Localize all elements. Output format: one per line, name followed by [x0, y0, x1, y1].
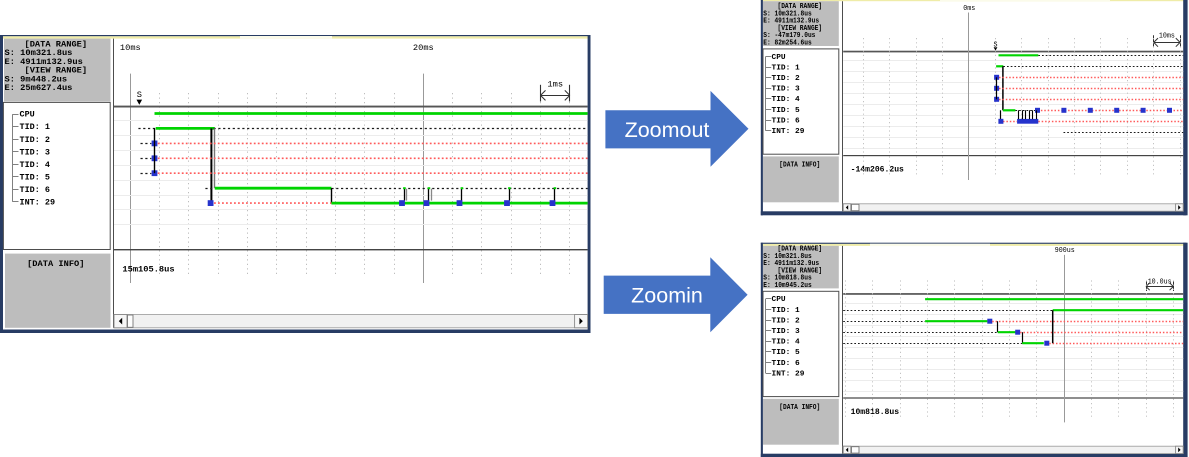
- svg-text:S: 10m818.8us: S: 10m818.8us: [763, 275, 811, 283]
- svg-text:S: -47m179.0us: S: -47m179.0us: [763, 32, 815, 40]
- svg-text:TID: 1: TID: 1: [772, 64, 801, 72]
- svg-text:TID: 5: TID: 5: [772, 349, 801, 357]
- svg-text:S: 9m448.2us: S: 9m448.2us: [5, 74, 68, 84]
- svg-text:S: 10m321.8us: S: 10m321.8us: [763, 253, 811, 261]
- svg-text:900us: 900us: [1055, 247, 1075, 255]
- svg-text:10ms: 10ms: [120, 43, 141, 53]
- svg-text:[DATA INFO]: [DATA INFO]: [779, 404, 820, 412]
- svg-text:E: 10m945.2us: E: 10m945.2us: [763, 282, 811, 290]
- svg-text:E: 4911m132.9us: E: 4911m132.9us: [5, 57, 83, 67]
- svg-text:[DATA RANGE]: [DATA RANGE]: [25, 40, 88, 50]
- svg-text:INT: 29: INT: 29: [772, 370, 805, 378]
- svg-text:TID: 5: TID: 5: [20, 172, 51, 182]
- svg-text:INT: 29: INT: 29: [20, 198, 56, 208]
- svg-text:TID: 2: TID: 2: [772, 317, 801, 325]
- svg-text:TID: 4: TID: 4: [772, 339, 801, 347]
- svg-text:TID: 6: TID: 6: [772, 117, 801, 125]
- svg-text:S: 10m321.8us: S: 10m321.8us: [763, 10, 811, 18]
- svg-text:CPU: CPU: [772, 296, 787, 304]
- svg-text:Zoomin: Zoomin: [631, 284, 703, 308]
- svg-text:[VIEW RANGE]: [VIEW RANGE]: [778, 25, 823, 33]
- svg-text:10.0us: 10.0us: [1148, 279, 1172, 287]
- svg-text:[DATA INFO]: [DATA INFO]: [779, 162, 820, 170]
- svg-text:E: 4911m132.9us: E: 4911m132.9us: [763, 260, 819, 268]
- svg-text:CPU: CPU: [20, 110, 35, 120]
- svg-text:CPU: CPU: [772, 54, 787, 62]
- svg-text:TID: 6: TID: 6: [20, 185, 51, 195]
- svg-text:TID: 6: TID: 6: [772, 360, 801, 368]
- svg-text:20ms: 20ms: [413, 43, 434, 53]
- svg-text:S: S: [994, 41, 998, 49]
- svg-text:[VIEW RANGE]: [VIEW RANGE]: [778, 267, 823, 275]
- svg-text:TID: 1: TID: 1: [772, 307, 801, 315]
- svg-text:10ms: 10ms: [1159, 32, 1175, 40]
- svg-text:0ms: 0ms: [963, 5, 975, 13]
- svg-text:[DATA RANGE]: [DATA RANGE]: [778, 246, 823, 254]
- svg-text:S: S: [137, 90, 142, 100]
- svg-text:E: 82m254.6us: E: 82m254.6us: [763, 40, 811, 48]
- svg-text:TID: 3: TID: 3: [772, 86, 801, 94]
- svg-text:[DATA INFO]: [DATA INFO]: [27, 259, 84, 269]
- svg-text:TID: 1: TID: 1: [20, 122, 51, 132]
- svg-text:[VIEW RANGE]: [VIEW RANGE]: [25, 66, 88, 76]
- svg-text:E: 25m627.4us: E: 25m627.4us: [5, 83, 73, 93]
- svg-text:INT: 29: INT: 29: [772, 128, 805, 136]
- svg-text:TID: 2: TID: 2: [772, 75, 801, 83]
- svg-text:15m105.8us: 15m105.8us: [122, 265, 174, 275]
- svg-text:TID: 4: TID: 4: [20, 160, 51, 170]
- svg-text:-14m206.2us: -14m206.2us: [851, 166, 905, 174]
- svg-text:Zoomout: Zoomout: [625, 118, 710, 142]
- svg-text:TID: 5: TID: 5: [772, 107, 801, 115]
- svg-text:[DATA RANGE]: [DATA RANGE]: [778, 3, 823, 11]
- svg-text:TID: 3: TID: 3: [20, 147, 51, 157]
- svg-text:S: 10m321.8us: S: 10m321.8us: [5, 48, 73, 58]
- svg-text:TID: 3: TID: 3: [772, 328, 801, 336]
- svg-text:TID: 4: TID: 4: [772, 96, 801, 104]
- svg-text:E: 4911m132.9us: E: 4911m132.9us: [763, 18, 819, 26]
- svg-text:1ms: 1ms: [547, 79, 563, 89]
- svg-text:TID: 2: TID: 2: [20, 135, 51, 145]
- svg-text:10m818.8us: 10m818.8us: [851, 409, 900, 417]
